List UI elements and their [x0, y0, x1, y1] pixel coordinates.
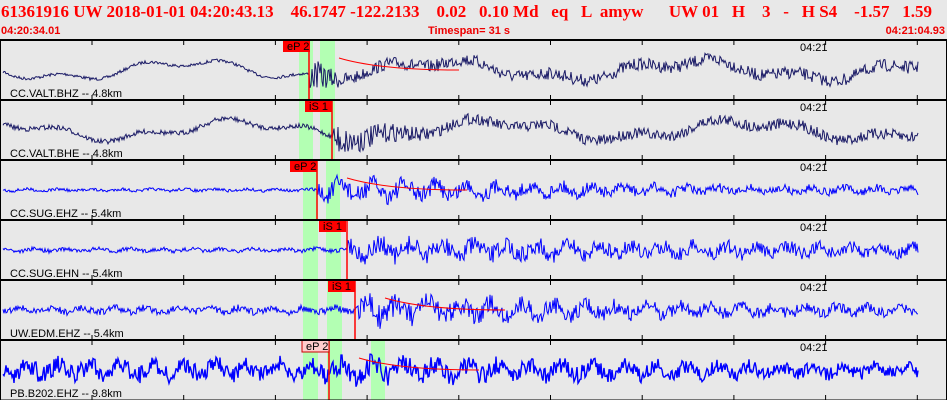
pick-window: [303, 340, 318, 400]
pick-window: [299, 100, 313, 160]
pick-window: [326, 220, 341, 280]
coda-line: [384, 297, 506, 311]
coda-line: [346, 177, 468, 191]
pick-label: iS 1: [323, 221, 342, 233]
channel-panel[interactable]: iS 1 04:21 UW.EDM.EHZ -- 5.4km: [0, 279, 947, 340]
waveform-trace: [2, 353, 919, 387]
time-label: 04:21: [800, 222, 828, 234]
pick-window: [303, 160, 318, 220]
event-summary: 61361916 UW 2018-01-01 04:20:43.13 46.17…: [1, 2, 933, 21]
pick-window: [320, 40, 335, 100]
timespan: Timespan= 31 s: [428, 25, 511, 37]
coda-line: [338, 57, 460, 71]
pick-label-box[interactable]: [283, 40, 310, 52]
pick-label: iS 1: [332, 281, 351, 293]
pick-label: eP 2: [306, 341, 328, 353]
channel-panel[interactable]: eP 2 04:21 PB.B202.EHZ -- 9.8km: [0, 339, 947, 400]
end-time: 04:21:04.93: [885, 25, 945, 37]
pick-label: eP 2: [287, 41, 309, 53]
channel-panel[interactable]: iS 1 04:21 CC.VALT.BHE -- 4.8km: [0, 99, 947, 160]
channel-label: UW.EDM.EHZ -- 5.4km: [10, 328, 124, 340]
waveform-trace: [2, 52, 919, 88]
time-label: 04:21: [800, 102, 828, 114]
time-label: 04:21: [800, 162, 828, 174]
time-label: 04:21: [800, 282, 828, 294]
pick-window: [327, 280, 342, 340]
time-label: 04:21: [800, 342, 828, 354]
seismogram-panels[interactable]: eP 2 04:21 CC.VALT.BHZ -- 4.8km iS 1 04:21 CC…: [0, 39, 947, 400]
waveform-trace: [2, 112, 919, 153]
pick-label-box[interactable]: [290, 160, 317, 172]
pick-label-box[interactable]: [328, 280, 355, 292]
pick-window: [303, 220, 318, 280]
waveform-trace: [2, 235, 919, 265]
pick-label: eP 2: [294, 161, 316, 173]
channel-panel[interactable]: eP 2 04:21 CC.SUG.EHZ -- 5.4km: [0, 159, 947, 220]
time-label: 04:21: [800, 42, 828, 54]
start-time: 04:20:34.01: [1, 25, 61, 37]
channel-panel[interactable]: eP 2 04:21 CC.VALT.BHZ -- 4.8km: [0, 39, 947, 100]
waveform-trace: [2, 173, 919, 206]
waveform-trace: [2, 293, 919, 329]
channel-label: CC.VALT.BHZ -- 4.8km: [10, 88, 122, 100]
channel-label: PB.B202.EHZ -- 9.8km: [10, 388, 122, 400]
channel-label: CC.SUG.EHN -- 5.4km: [10, 268, 122, 280]
pick-label: iS 1: [309, 101, 328, 113]
pick-label-box[interactable]: [319, 220, 346, 232]
channel-label: CC.VALT.BHE -- 4.8km: [10, 148, 123, 160]
channel-label: CC.SUG.EHZ -- 5.4km: [10, 208, 121, 220]
channel-panel[interactable]: iS 1 04:21 CC.SUG.EHN -- 5.4km: [0, 219, 947, 280]
event-header: 61361916 UW 2018-01-01 04:20:43.13 46.17…: [0, 0, 947, 40]
coda-line: [358, 357, 480, 371]
pick-label-box[interactable]: [305, 100, 332, 112]
